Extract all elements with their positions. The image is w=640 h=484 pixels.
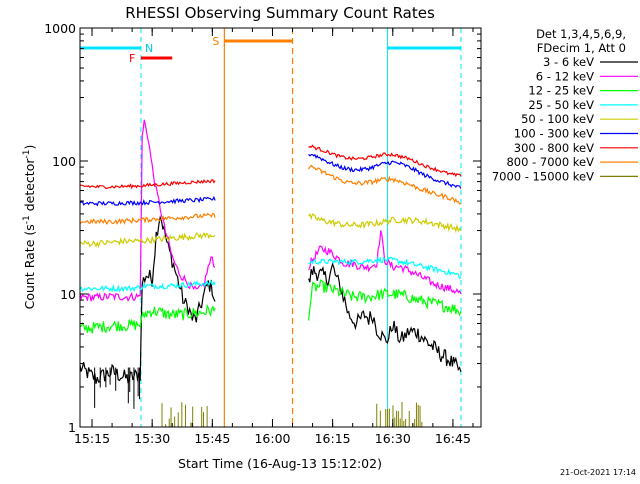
legend-label: 50 - 100 keV [521, 112, 594, 126]
legend-label: 12 - 25 keV [528, 84, 594, 98]
legend-label: 3 - 6 keV [543, 55, 594, 69]
series-line [80, 215, 462, 384]
legend-label: 100 - 300 keV [514, 127, 594, 141]
y-axis-label: Count Rate (s-1 detector-1) [22, 145, 37, 310]
x-tick-label: 15:45 [194, 431, 230, 446]
axes-layer: 15:15 15:30 15:45 16:00 16:15 16:30 16:45 1 10 10… [44, 21, 482, 446]
legend-label: 800 - 7000 keV [506, 155, 594, 169]
legend: Det 1,3,4,5,6,9,FDecim 1, Att 03 - 6 keV… [492, 27, 638, 183]
y-label-sup1: -1 [22, 215, 32, 224]
legend-label: 6 - 12 keV [536, 69, 594, 83]
x-tick-label: 16:15 [315, 431, 351, 446]
series-line [80, 119, 462, 302]
y-tick-label: 1 [68, 420, 76, 435]
y-label-sup2: -1 [22, 150, 32, 159]
x-tick-label: 15:30 [134, 431, 170, 446]
y-tick-label: 10 [60, 287, 76, 302]
timestamp: 21-Oct-2021 17:14 [560, 468, 636, 477]
legend-label: 25 - 50 keV [528, 98, 594, 112]
series-line [80, 255, 462, 293]
saa-label: S [212, 35, 219, 48]
series-line [80, 144, 462, 190]
y-label-mid: detector [22, 158, 37, 216]
x-axis-label: Start Time (16-Aug-13 15:12:02) [178, 456, 382, 471]
y-label-main: Count Rate (s [22, 224, 37, 309]
series-layer [80, 119, 462, 427]
y-tick-label: 100 [52, 154, 76, 169]
legend-header: Det 1,3,4,5,6,9, [536, 27, 626, 41]
flare-label: F [129, 52, 135, 65]
chart-title: RHESSI Observing Summary Count Rates [125, 4, 435, 22]
legend-label: 300 - 800 keV [514, 141, 594, 155]
x-tick-label: 16:30 [375, 431, 411, 446]
series-line [80, 164, 462, 225]
plot-frame [79, 27, 482, 428]
series-line [80, 153, 462, 207]
night-label: N [145, 42, 153, 55]
x-tick-label: 16:00 [254, 431, 290, 446]
y-tick-label: 1000 [44, 21, 76, 36]
series-line [80, 212, 462, 249]
x-tick-label: 15:15 [74, 431, 110, 446]
legend-header: FDecim 1, Att 0 [537, 41, 626, 55]
series-line [80, 279, 462, 334]
y-label-end: ) [22, 145, 37, 150]
legend-label: 7000 - 15000 keV [492, 169, 594, 183]
x-tick-label: 16:45 [435, 431, 471, 446]
